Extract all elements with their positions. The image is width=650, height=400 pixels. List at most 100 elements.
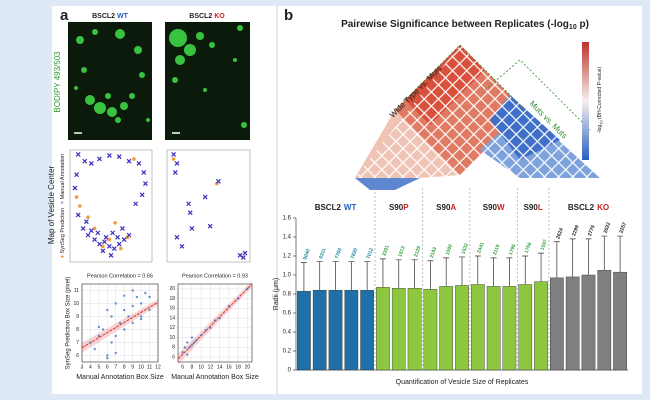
plot-frame bbox=[69, 149, 153, 263]
point bbox=[83, 219, 89, 225]
group-label: BSCL2 KO bbox=[568, 203, 609, 212]
point bbox=[171, 152, 177, 157]
fit-line bbox=[81, 301, 159, 349]
y-tick-label: 1.6 bbox=[283, 216, 292, 222]
plot-frame bbox=[81, 283, 159, 363]
plot-frame bbox=[166, 149, 251, 263]
point bbox=[216, 178, 221, 184]
point bbox=[97, 334, 101, 338]
point bbox=[93, 347, 96, 351]
point bbox=[190, 336, 194, 339]
count-label: 7783 bbox=[334, 247, 344, 260]
x-tick-label: 12 bbox=[208, 364, 214, 370]
y-tick-label: 20 bbox=[169, 286, 175, 292]
group-name: S90 bbox=[389, 203, 404, 212]
point bbox=[80, 225, 86, 231]
error-bar bbox=[364, 261, 371, 291]
point bbox=[190, 343, 194, 347]
point bbox=[89, 341, 92, 344]
y-tick-label: 14 bbox=[169, 315, 175, 321]
point bbox=[188, 346, 191, 349]
point bbox=[116, 154, 122, 160]
point bbox=[218, 316, 221, 320]
point bbox=[127, 315, 130, 318]
point bbox=[92, 226, 97, 231]
point bbox=[131, 321, 134, 325]
point bbox=[133, 201, 139, 207]
point bbox=[106, 308, 109, 312]
point bbox=[88, 228, 94, 234]
x-axis-label: Manual Annotation Box Size bbox=[171, 374, 259, 381]
point bbox=[227, 304, 231, 308]
legend-entry: Manual Annotation bbox=[60, 154, 66, 200]
bar bbox=[470, 284, 485, 371]
count-label: 7012 bbox=[366, 247, 376, 260]
count-label: 2257 bbox=[619, 221, 629, 234]
fit-band bbox=[82, 299, 158, 353]
group-name: BSCL2 bbox=[568, 203, 595, 212]
point bbox=[148, 295, 151, 299]
count-label: 2624 bbox=[555, 227, 565, 240]
count-label: 2129 bbox=[413, 245, 423, 258]
point bbox=[106, 153, 112, 159]
error-bar bbox=[427, 260, 434, 290]
group-label: S90A bbox=[436, 203, 456, 212]
point bbox=[187, 210, 193, 216]
point bbox=[88, 161, 94, 166]
y-tick-label: 10 bbox=[169, 335, 175, 341]
point bbox=[114, 302, 117, 305]
error-bar bbox=[459, 256, 465, 286]
point bbox=[78, 204, 82, 208]
point bbox=[92, 237, 98, 243]
point bbox=[204, 329, 207, 332]
fit-band bbox=[178, 281, 252, 365]
group-suffix: WT bbox=[344, 203, 357, 212]
point bbox=[131, 289, 134, 292]
colorbar-label-end: (BH-Corrected P-value) bbox=[597, 66, 603, 120]
point bbox=[106, 243, 112, 249]
point bbox=[189, 225, 195, 231]
count-label: 1632 bbox=[460, 242, 470, 255]
group-label: S90L bbox=[524, 203, 543, 212]
y-tick-label: 8 bbox=[76, 327, 79, 333]
point bbox=[139, 302, 143, 305]
title-text: Pairewise Significance between Replicate… bbox=[341, 19, 569, 30]
x-axis-label: Manual Annotation Box Size bbox=[76, 374, 164, 381]
colorbar-label-sub: 10 bbox=[599, 120, 604, 125]
error-bar bbox=[395, 259, 402, 289]
bar bbox=[550, 277, 564, 371]
group-suffix: KO bbox=[597, 203, 609, 212]
point bbox=[97, 156, 102, 162]
point bbox=[246, 287, 249, 291]
point bbox=[85, 232, 91, 238]
panel-label: b bbox=[284, 7, 293, 24]
point bbox=[174, 234, 180, 240]
y-tick-label: 1.2 bbox=[283, 254, 292, 260]
y-tick-label: 18 bbox=[169, 296, 175, 302]
bar bbox=[597, 270, 612, 371]
group-label: S90W bbox=[483, 203, 505, 212]
point bbox=[110, 315, 113, 318]
group-name: BSCL2 bbox=[315, 203, 342, 212]
point bbox=[171, 157, 176, 161]
y-tick-label: 7 bbox=[76, 340, 79, 346]
point bbox=[74, 195, 79, 199]
condition-suffix: WT bbox=[117, 13, 129, 20]
count-label: 2391 bbox=[381, 244, 391, 257]
point bbox=[75, 212, 81, 218]
y-axis-label: SynSeg Prediction Box Size (pixel) bbox=[66, 277, 72, 370]
x-tick-label: 7 bbox=[114, 364, 117, 370]
error-bar bbox=[411, 259, 418, 289]
error-bar bbox=[474, 255, 481, 285]
point bbox=[97, 241, 102, 247]
x-tick-label: 16 bbox=[226, 364, 232, 370]
point bbox=[144, 291, 147, 295]
colorbar bbox=[582, 42, 589, 160]
y-tick-label: 10 bbox=[73, 301, 79, 307]
x-tick-label: 8 bbox=[190, 364, 193, 370]
y-axis-label: Radii (μm) bbox=[273, 278, 280, 310]
heatmap bbox=[355, 44, 600, 190]
count-label: 2775 bbox=[587, 224, 597, 237]
point bbox=[135, 295, 139, 299]
point bbox=[132, 157, 136, 161]
